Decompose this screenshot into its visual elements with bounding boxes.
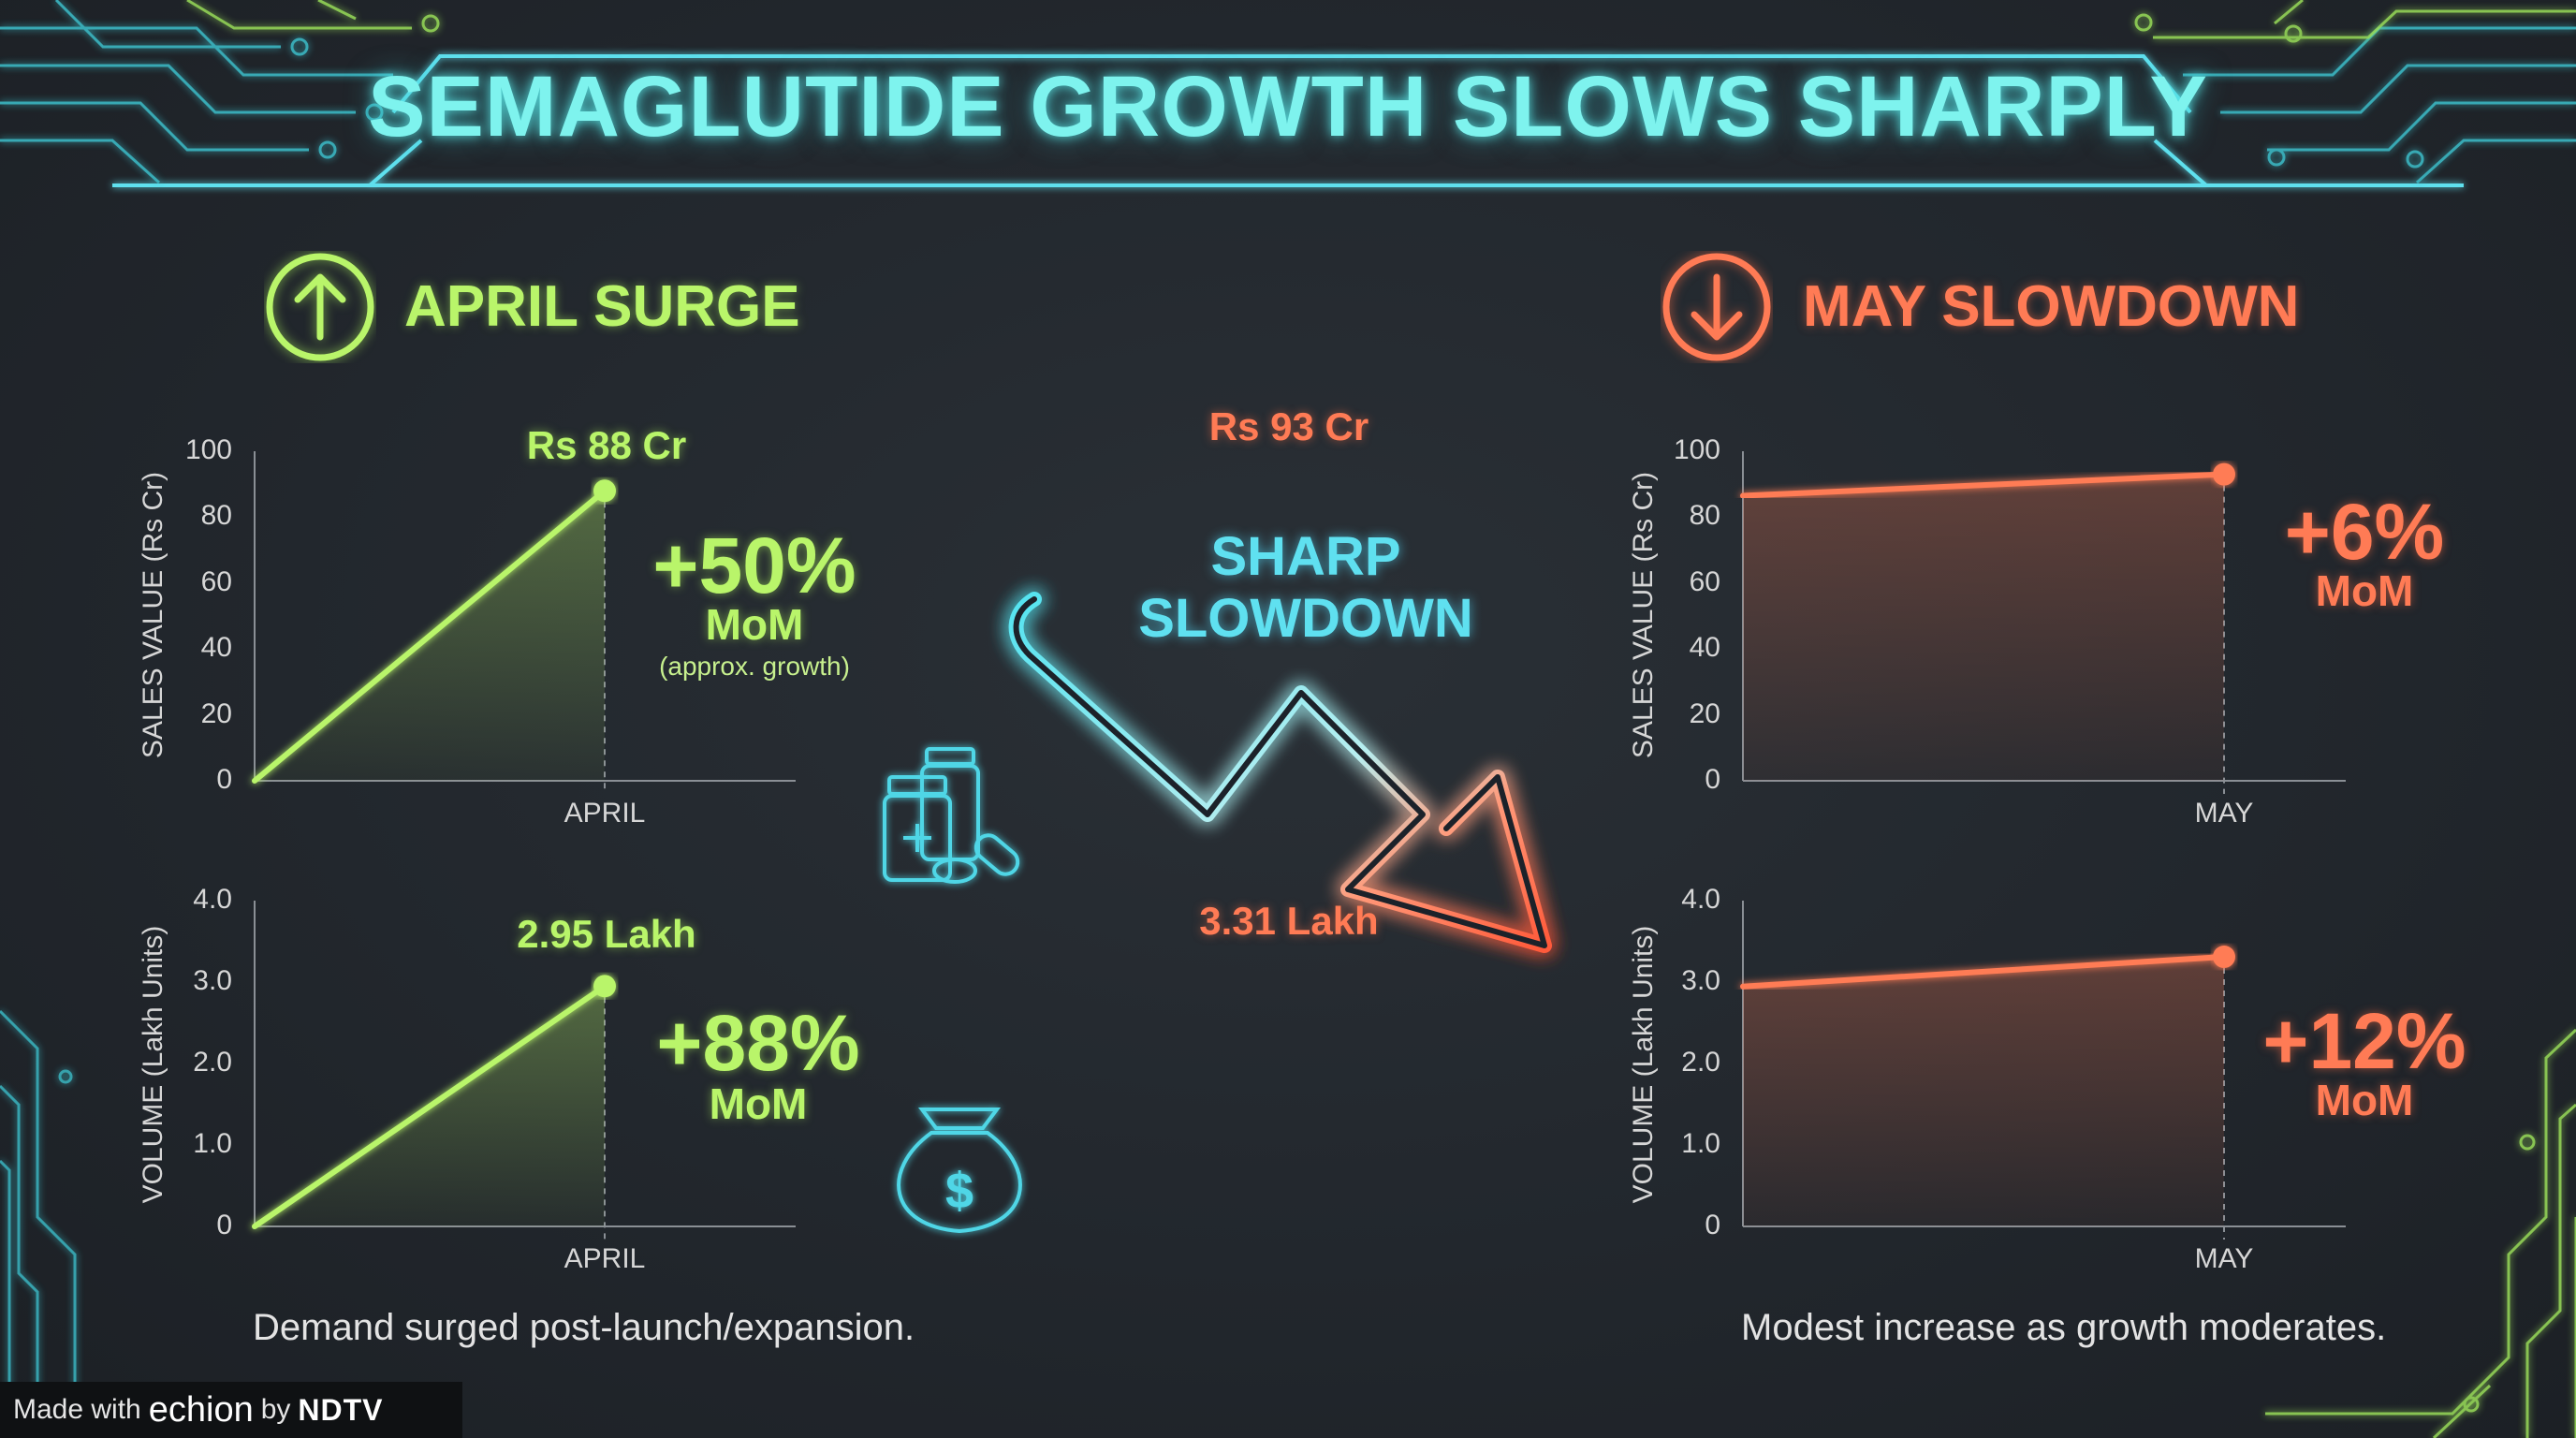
- april-volume-point: [593, 975, 616, 998]
- may-sales-tick-label: 60: [1689, 565, 1720, 597]
- may-sales-line: [1740, 471, 2227, 499]
- zigzag-down-arrow-icon: [1008, 592, 1552, 953]
- april-volume-growth: +88%: [656, 999, 860, 1087]
- may-sales-tick-label: 40: [1689, 632, 1720, 664]
- april-sales-growth: +50%: [652, 521, 856, 609]
- may-volume-growth: +12%: [2262, 997, 2466, 1085]
- svg-text:$: $: [945, 1163, 973, 1219]
- may-caption: Modest increase as growth moderates.: [1741, 1307, 2387, 1348]
- may-volume-tick-label: 4.0: [1681, 884, 1720, 915]
- april-sales-point: [593, 479, 616, 503]
- may-volume-tick-label: 3.0: [1681, 965, 1720, 996]
- footer-made-with: Made with: [13, 1394, 141, 1425]
- april-sales-tick-label: 0: [216, 764, 232, 795]
- april-sales-tick-label: 40: [200, 632, 232, 664]
- may-volume-point: [2213, 946, 2235, 969]
- may-slowdown-heading: MAY SLOWDOWN: [1803, 274, 2300, 339]
- may-sales-growth: +6%: [2284, 488, 2445, 576]
- april-sales-growth-note: (approx. growth): [659, 652, 850, 681]
- circuit-bottom-right: [2265, 1028, 2576, 1438]
- april-sales-value-label: Rs 88 Cr: [526, 423, 687, 467]
- may-sales-value-label: Rs 93 Cr: [1208, 404, 1369, 448]
- april-volume-tick-label: 4.0: [193, 884, 232, 915]
- april-volume-tick-label: 3.0: [193, 965, 232, 996]
- may-sales-growth-unit: MoM: [2315, 566, 2414, 615]
- april-sales-tick-label: 60: [200, 565, 232, 597]
- circuit-top-left: [0, 0, 393, 184]
- may-sales-area: [1743, 474, 2224, 781]
- may-sales-tick-label: 0: [1705, 764, 1720, 795]
- title-frame: [112, 54, 2464, 187]
- may-sales-tick-label: 100: [1673, 434, 1720, 465]
- april-sales-tick-label: 100: [184, 434, 232, 465]
- april-volume-tick-label: 2.0: [193, 1047, 232, 1078]
- april-volume-category-label: APRIL: [564, 1243, 646, 1274]
- sharp-slowdown-line1: SHARP: [1210, 526, 1401, 587]
- april-sales-growth-unit: MoM: [705, 600, 804, 649]
- footer-attribution: Made with echion by NDTV: [0, 1382, 462, 1438]
- may-volume-value-label: 3.31 Lakh: [1199, 899, 1379, 943]
- april-volume-value-label: 2.95 Lakh: [517, 912, 696, 956]
- april-caption: Demand surged post-launch/expansion.: [253, 1307, 915, 1348]
- may-sales-point: [2213, 462, 2235, 486]
- footer-brand-logo: echion: [148, 1389, 254, 1430]
- april-sales-line: [252, 488, 607, 784]
- april-volume-line: [252, 983, 607, 1229]
- april-sales-category-label: APRIL: [564, 798, 646, 829]
- may-volume-category-label: MAY: [2194, 1243, 2254, 1274]
- footer-by: by: [260, 1394, 291, 1425]
- april-volume-growth-unit: MoM: [709, 1079, 808, 1128]
- money-bag-icon: $: [897, 1108, 1022, 1234]
- april-volume-tick-label: 1.0: [193, 1128, 232, 1159]
- april-sales-tick-label: 20: [200, 697, 232, 729]
- arrow-up-circle-icon: [266, 253, 374, 361]
- sharp-slowdown-label: SHARP SLOWDOWN: [1025, 526, 1587, 650]
- may-volume-line: [1740, 954, 2227, 990]
- circuit-bottom-left: [0, 1009, 77, 1438]
- may-sales-tick-label: 80: [1689, 500, 1720, 532]
- may-volume-tick-label: 1.0: [1681, 1128, 1720, 1159]
- circuit-top-right: [2183, 26, 2576, 184]
- may-volume-growth-unit: MoM: [2315, 1076, 2414, 1124]
- april-sales-tick-label: 80: [200, 500, 232, 532]
- may-sales-category-label: MAY: [2194, 798, 2254, 829]
- april-volume-tick-label: 0: [216, 1210, 232, 1240]
- footer-org-logo: NDTV: [298, 1392, 384, 1427]
- may-volume-tick-label: 2.0: [1681, 1047, 1720, 1078]
- may-sales-tick-label: 20: [1689, 697, 1720, 729]
- arrow-down-circle-icon: [1662, 253, 1771, 361]
- may-volume-area: [1743, 957, 2224, 1226]
- april-surge-heading: APRIL SURGE: [404, 274, 800, 339]
- sharp-slowdown-line2: SLOWDOWN: [1138, 588, 1473, 649]
- may-volume-tick-label: 0: [1705, 1210, 1720, 1240]
- medicine-bottles-icon: [883, 747, 1020, 884]
- page-title: SEMAGLUTIDE GROWTH SLOWS SHARPLY: [368, 59, 2208, 154]
